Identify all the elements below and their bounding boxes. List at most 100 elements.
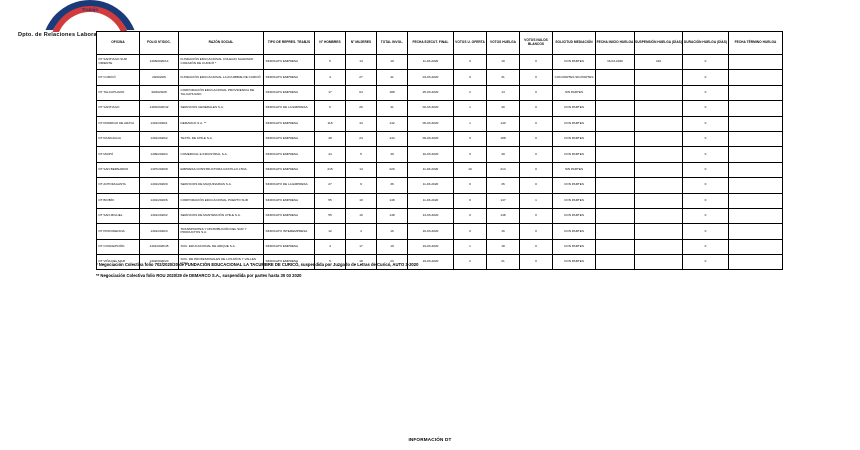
cell-fecha-ejecucion-final: 25-03-2020 bbox=[407, 84, 454, 102]
cell-total-involucrados: 19 bbox=[376, 53, 408, 71]
cell-fecha-ejecucion-final: 11-03-2020 bbox=[407, 161, 454, 179]
cell-razon-social: CORPORACIÓN EDUCACIONAL PROVIDENCIA DE T… bbox=[178, 84, 264, 102]
cell-fecha-inicio-huelga bbox=[595, 161, 635, 179]
cell-fecha-termino-huelga bbox=[728, 223, 783, 240]
cell-votos-huelga: 40 bbox=[486, 100, 520, 117]
cell-votos-nulos: 0 bbox=[519, 161, 553, 179]
cell-fecha-inicio-huelga bbox=[595, 130, 635, 148]
cell-total-involucrados: 16 bbox=[376, 223, 408, 240]
cell-solicitud-mediacion: SIN PARTES bbox=[552, 84, 596, 102]
cell-fecha-inicio-huelga: 16-03-2020 bbox=[595, 53, 635, 71]
table-row[interactable]: DT RODRIGO DE ARAYA 1401/2020/1 DEMARCO S.… bbox=[96, 115, 783, 132]
cell-fecha-termino-huelga bbox=[728, 146, 783, 163]
cell-tipo-repres: SINDICATO EMPRESA bbox=[263, 161, 315, 179]
cell-fecha-termino-huelga bbox=[728, 100, 783, 117]
negociacion-colectiva-table: OFICINA FOLIO N°/DOC. RAZÓN SOCIAL TIPO … bbox=[96, 31, 783, 271]
cell-oficina: DT RODRIGO DE ARAYA bbox=[96, 115, 140, 132]
cell-fecha-termino-huelga bbox=[728, 177, 783, 194]
cell-solicitud-mediacion: CON PARTES bbox=[552, 238, 596, 256]
cell-razon-social: FUNDACIÓN EDUCACIONAL LA ACUMBRE DE CURI… bbox=[178, 69, 264, 86]
cell-total-involucrados: 142 bbox=[376, 115, 408, 132]
cell-fecha-inicio-huelga bbox=[595, 177, 635, 194]
cell-duracion-huelga: 0 bbox=[682, 100, 729, 117]
cell-mujeres: 27 bbox=[345, 69, 377, 86]
cell-fecha-ejecucion-final: 13-03-2020 bbox=[407, 207, 454, 225]
table-row[interactable]: DT SANTIAGO SUR ORIENTE 1408/2020/14 FUNDA… bbox=[96, 53, 783, 71]
cell-duracion-huelga: 0 bbox=[682, 177, 729, 194]
cell-tipo-repres: SINDICATO EMPRESA bbox=[263, 84, 315, 102]
cell-folio: 1483/2020/42 bbox=[139, 100, 179, 117]
cell-folio: 40/2020/28 bbox=[139, 84, 179, 102]
col-header-mujeres: N° MUJERES bbox=[345, 31, 377, 55]
cell-duracion-huelga: 0 bbox=[682, 130, 729, 148]
cell-solicitud-mediacion: CON PARTES bbox=[552, 192, 596, 209]
cell-total-involucrados: 19 bbox=[376, 238, 408, 256]
cell-oficina: DT VIÑA DEL MAR bbox=[96, 254, 140, 271]
cell-fecha-ejecucion-final: 11-03-2020 bbox=[407, 192, 454, 209]
cell-fecha-ejecucion-final: 19-03-2020 bbox=[407, 238, 454, 256]
table-row[interactable]: DT BIOBÍO 1401/2020/6 CORPORACIÓN EDUCACIO… bbox=[96, 192, 783, 209]
cell-hombres: 6 bbox=[314, 100, 346, 117]
table-row[interactable]: DT RANCAGUA 1401/2020/2 TEXTIL DE CHILE S.… bbox=[96, 130, 783, 148]
cell-solicitud-mediacion: CON PARTES bbox=[552, 177, 596, 194]
cell-oficina: DT TALCAHUANO bbox=[96, 84, 140, 102]
table-row[interactable]: DT VIÑA DEL MAR 1402/2020/20 SOC. DE PROFE… bbox=[96, 254, 783, 271]
cell-duracion-huelga: 0 bbox=[682, 192, 729, 209]
table-row[interactable]: DT SAN BERNARDO 1407/2020/8 EMPRESA CONSTR… bbox=[96, 161, 783, 179]
cell-solicitud-mediacion: SIN PARTES bbox=[552, 161, 596, 179]
cell-votos-nulos: 0 bbox=[519, 100, 553, 117]
table-row[interactable]: DT CURICÓ 20/2020/6 FUNDACIÓN EDUCACIONAL … bbox=[96, 69, 783, 86]
cell-solicitud-mediacion: CON PARTES bbox=[552, 254, 596, 271]
cell-fecha-ejecucion-final: 04-03-2020 bbox=[407, 69, 454, 86]
cell-mujeres: 4 bbox=[345, 223, 377, 240]
cell-votos-huelga: 147 bbox=[486, 192, 520, 209]
cell-votos-huelga: 16 bbox=[486, 223, 520, 240]
cell-fecha-termino-huelga bbox=[728, 130, 783, 148]
table-row[interactable]: DT SAN MIGUEL 1401/2020/2 SERVICIOS DE MAN… bbox=[96, 207, 783, 225]
table-row[interactable]: DT TALCAHUANO 40/2020/28 CORPORACIÓN EDUCA… bbox=[96, 84, 783, 102]
table-row[interactable]: DT CONCEPCIÓN 1401/2020/45 SOC. EDUCACIONA… bbox=[96, 238, 783, 256]
footnote-1: * Negociación Colectiva folio 702/2020/2… bbox=[96, 262, 419, 267]
cell-solicitud-mediacion: CON PARTES bbox=[552, 130, 596, 148]
col-header-oficina: OFICINA bbox=[96, 31, 140, 55]
cell-duracion-huelga: 0 bbox=[682, 69, 729, 86]
cell-mujeres: 26 bbox=[345, 100, 377, 117]
cell-fecha-termino-huelga bbox=[728, 115, 783, 132]
cell-votos-nulos: 0 bbox=[519, 177, 553, 194]
cell-folio: 1401/2020/2 bbox=[139, 207, 179, 225]
cell-fecha-termino-huelga bbox=[728, 207, 783, 225]
table-header: OFICINA FOLIO N°/DOC. RAZÓN SOCIAL TIPO … bbox=[96, 31, 783, 55]
table-row[interactable]: DT PROVIDENCIA 1401/2020/4 TRANSPORTES Y D… bbox=[96, 223, 783, 240]
cell-razon-social: EMPRESA CONSTRUCTORA CASTILLO LTDA. bbox=[178, 161, 264, 179]
cell-folio: 1409/2020/4 bbox=[139, 146, 179, 163]
cell-hombres: 12 bbox=[314, 223, 346, 240]
cell-oficina: DT SAN BERNARDO bbox=[96, 161, 140, 179]
cell-fecha-ejecucion-final: 10-03-2020 bbox=[407, 146, 454, 163]
cell-mujeres: 19 bbox=[345, 207, 377, 225]
cell-folio: 1401/2020/45 bbox=[139, 238, 179, 256]
cell-total-involucrados: 188 bbox=[376, 84, 408, 102]
cell-duracion-huelga: 0 bbox=[682, 84, 729, 102]
cell-fecha-inicio-huelga bbox=[595, 146, 635, 163]
cell-tipo-repres: SINDICATO EMPRESA bbox=[263, 238, 315, 256]
cell-total-involucrados: 49 bbox=[376, 146, 408, 163]
col-header-suspension-huelga: SUSPENSIÓN HUELGA (DÍAS) bbox=[634, 31, 683, 55]
cell-folio: 1401/2020/2 bbox=[139, 130, 179, 148]
cell-razon-social: FUNDACIÓN EDUCACIONAL COLEGIO SAGRADO CO… bbox=[178, 53, 264, 71]
cell-mujeres: 17 bbox=[345, 238, 377, 256]
cell-suspension-huelga bbox=[634, 69, 683, 86]
table-row[interactable]: DT SANTIAGO 1483/2020/42 SERVICIOS GENERAL… bbox=[96, 100, 783, 117]
col-header-razon-social: RAZÓN SOCIAL bbox=[178, 31, 264, 55]
cell-total-involucrados: 41 bbox=[376, 100, 408, 117]
cell-oficina: DT SANTIAGO SUR ORIENTE bbox=[96, 53, 140, 71]
cell-mujeres: 9 bbox=[345, 177, 377, 194]
table-row[interactable]: DT ANTOFAGASTA 1401/2020/9 SERVICIOS DE MA… bbox=[96, 177, 783, 194]
cell-votos-huelga: 18 bbox=[486, 238, 520, 256]
cell-mujeres: 5 bbox=[345, 146, 377, 163]
cell-tipo-repres: SINDICATO INTEREMPRESA bbox=[263, 223, 315, 240]
table-row[interactable]: DT MAIPÚ 1409/2020/4 COMERCIAL E INDUSTRIA… bbox=[96, 146, 783, 163]
col-header-votos-ultima-oferta: VOTOS U. OFERTA bbox=[453, 31, 487, 55]
cell-votos-huelga: 36 bbox=[486, 177, 520, 194]
cell-fecha-ejecucion-final: 09-03-2020 bbox=[407, 130, 454, 148]
cell-fecha-ejecucion-final: 16-03-2020 bbox=[407, 223, 454, 240]
